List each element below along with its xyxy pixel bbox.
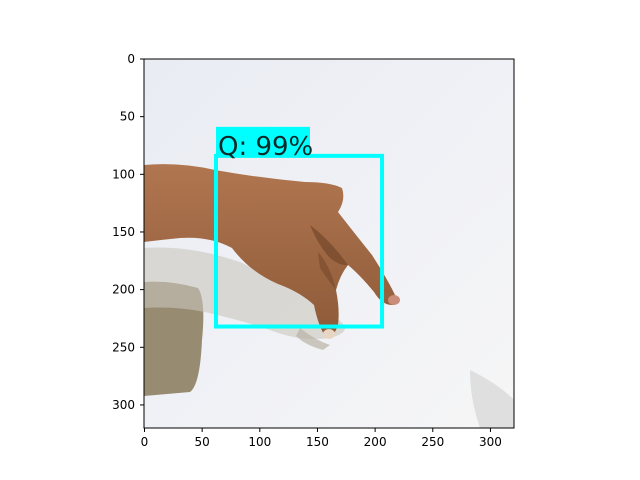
- y-tick-label: 200: [112, 283, 135, 297]
- x-tick-label: 150: [306, 435, 329, 449]
- y-tick-label: 100: [112, 167, 135, 181]
- x-tick-label: 50: [195, 435, 210, 449]
- y-axis: 0 50 100 150 200 250 300: [112, 52, 144, 412]
- x-axis: 0 50 100 150 200 250 300: [141, 428, 502, 449]
- hand-shadow: [144, 247, 345, 339]
- x-tick-label: 100: [248, 435, 271, 449]
- photo-image: [144, 59, 514, 428]
- x-tick-label: 0: [141, 435, 149, 449]
- x-tick-label: 200: [364, 435, 387, 449]
- y-tick-label: 50: [120, 110, 135, 124]
- detection-label: Q: 99%: [218, 132, 313, 162]
- x-tick-label: 300: [479, 435, 502, 449]
- plot-frame: [143, 58, 515, 429]
- y-tick-label: 250: [112, 340, 135, 354]
- dark-object: [144, 281, 204, 396]
- detection-label-background: [215, 126, 310, 156]
- hand: [144, 164, 397, 337]
- y-tick-label: 0: [127, 52, 135, 66]
- x-tick-label: 250: [421, 435, 444, 449]
- y-tick-label: 150: [112, 225, 135, 239]
- y-tick-label: 300: [112, 398, 135, 412]
